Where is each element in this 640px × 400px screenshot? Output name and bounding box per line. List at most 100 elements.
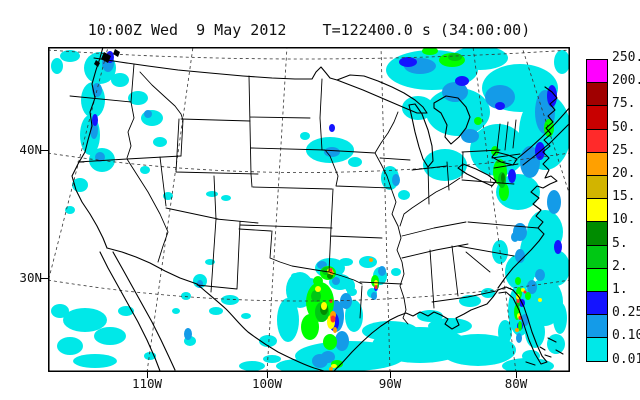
plot-title: 10:00Z Wed 9 May 2012 T=122400.0 s (34:0… xyxy=(87,21,531,39)
precip-blob xyxy=(221,195,231,201)
colorbar-value-label: 2. xyxy=(612,258,628,274)
precip-blob xyxy=(371,292,377,300)
colorbar-cell xyxy=(586,198,608,223)
precip-blob xyxy=(440,334,516,366)
us-canada-border xyxy=(93,57,338,81)
colorbar-value-label: 0.25 xyxy=(612,305,640,321)
precip-blob xyxy=(378,266,386,276)
precip-blob xyxy=(508,169,516,183)
precip-blob xyxy=(181,292,191,300)
precip-blob xyxy=(362,321,418,341)
colorbar-cell xyxy=(586,337,608,362)
colorbar-cell xyxy=(586,128,608,153)
precip-blob xyxy=(516,299,520,303)
precip-blob xyxy=(461,129,479,143)
gridline xyxy=(146,47,194,372)
colorbar-value-label: 20. xyxy=(612,166,636,181)
colorbar-cell xyxy=(586,314,608,339)
colorbar-cell xyxy=(586,82,608,107)
precip-blob xyxy=(57,337,83,355)
precip-blob xyxy=(205,259,215,265)
precip-blob xyxy=(455,76,469,86)
precip-blob xyxy=(523,290,527,294)
precip-blob xyxy=(538,298,542,302)
precip-blob xyxy=(206,191,218,197)
precip-blob xyxy=(324,147,340,157)
pacific-coastline xyxy=(71,47,108,249)
precip-blob xyxy=(311,290,321,302)
precip-blob xyxy=(263,355,281,363)
precip-blob xyxy=(301,314,319,340)
precip-blob xyxy=(448,53,462,61)
map-outlines xyxy=(48,47,570,372)
precip-blob xyxy=(518,316,522,320)
precip-blob xyxy=(518,321,522,331)
precip-blob xyxy=(329,367,333,371)
precip-blob xyxy=(422,47,438,55)
precip-shading-layer xyxy=(51,47,570,372)
st-lawrence-river xyxy=(517,106,570,166)
colorbar-value-label: 75. xyxy=(612,96,636,112)
precip-blob xyxy=(60,50,80,62)
gridline xyxy=(266,47,288,372)
precip-blob xyxy=(51,304,69,318)
precip-blob xyxy=(95,152,105,162)
colorbar-cell xyxy=(586,105,608,130)
precip-blob xyxy=(276,359,324,372)
lon-tick xyxy=(389,372,391,378)
precip-blob xyxy=(209,307,223,315)
precip-blob xyxy=(73,354,117,368)
lon-tick xyxy=(266,372,268,378)
precip-blob xyxy=(398,190,410,200)
gridline xyxy=(472,47,517,372)
precip-blob xyxy=(442,82,468,102)
us-mexico-border xyxy=(106,247,198,285)
precip-blob xyxy=(330,315,336,323)
lon-axis-label: 80W xyxy=(504,376,528,391)
colorbar-value-label: 1. xyxy=(612,282,628,297)
precip-blob xyxy=(554,50,570,74)
precip-blob xyxy=(474,117,482,125)
colorbar-cell xyxy=(586,59,608,84)
colorbar-cell xyxy=(586,291,608,316)
colorbar-value-label: 15. xyxy=(612,189,636,205)
precip-blob xyxy=(128,91,148,105)
precip-blob xyxy=(92,114,98,126)
precip-blob xyxy=(485,85,515,109)
precip-blob xyxy=(392,174,400,186)
precip-blob xyxy=(94,327,126,345)
precip-blob xyxy=(452,47,508,70)
lat-axis-label: 40N xyxy=(19,142,42,157)
precip-blob xyxy=(153,137,167,147)
precip-blob xyxy=(515,249,525,263)
precip-blob xyxy=(399,57,417,67)
precip-blob xyxy=(172,308,180,314)
lon-axis-label: 110W xyxy=(131,376,163,391)
precip-blob xyxy=(331,364,337,368)
precip-blob xyxy=(496,174,540,210)
lake-erie xyxy=(457,163,497,187)
precip-blob xyxy=(515,277,521,285)
precip-blob xyxy=(184,328,192,340)
precip-blob xyxy=(426,88,490,136)
precip-blob xyxy=(312,354,328,368)
precip-blob xyxy=(111,73,129,87)
colorbar-value-label: 50. xyxy=(612,119,636,135)
colorbar-cell xyxy=(586,175,608,200)
precip-blob xyxy=(51,58,63,74)
state-boundaries xyxy=(69,63,539,325)
lon-axis-label: 100W xyxy=(251,376,283,391)
gulf-coastline xyxy=(332,289,499,372)
precip-blob xyxy=(259,335,277,347)
precip-blob xyxy=(323,334,337,350)
precip-blob xyxy=(345,300,363,332)
lake-superior xyxy=(336,74,428,114)
precip-blob xyxy=(391,268,401,276)
precip-blob xyxy=(459,295,481,307)
colorbar-value-label: 5. xyxy=(612,235,628,251)
precip-blob xyxy=(163,192,173,200)
latlon-gridlines xyxy=(48,47,570,372)
precip-blob xyxy=(369,258,373,262)
precip-blob xyxy=(241,313,251,319)
